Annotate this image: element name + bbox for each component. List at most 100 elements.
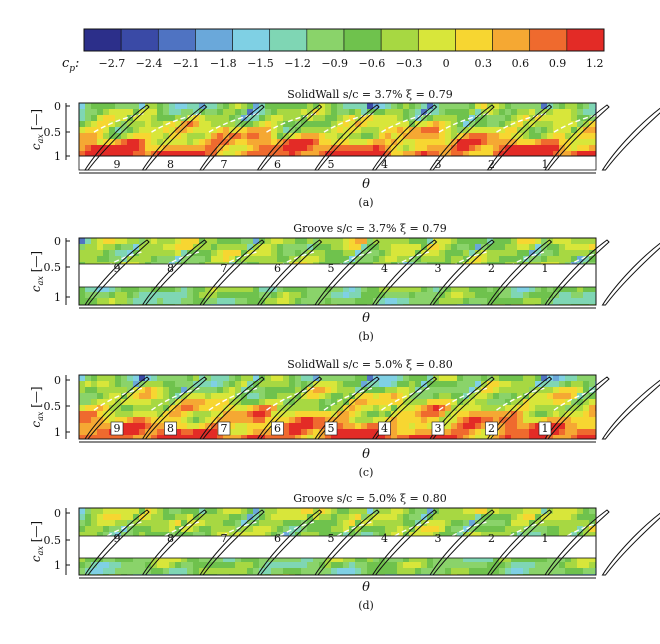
contour-cell bbox=[367, 286, 374, 293]
contour-cell bbox=[445, 127, 452, 134]
contour-cell bbox=[589, 532, 596, 539]
contour-cell bbox=[145, 139, 152, 146]
contour-cell bbox=[535, 411, 542, 418]
contour-cell bbox=[403, 526, 410, 533]
contour-cell bbox=[355, 139, 362, 146]
contour-cell bbox=[277, 151, 284, 156]
contour-cell bbox=[103, 508, 110, 515]
contour-cell bbox=[583, 405, 590, 412]
contour-cell bbox=[565, 109, 572, 116]
colorbar-tick-label: −1.8 bbox=[210, 57, 237, 70]
contour-cell bbox=[265, 417, 272, 424]
contour-cell bbox=[403, 292, 410, 299]
contour-cell bbox=[277, 508, 284, 515]
contour-cell bbox=[349, 103, 356, 110]
y-axis-label: cax [—] bbox=[29, 521, 45, 562]
contour-cell bbox=[409, 244, 416, 251]
contour-cell bbox=[547, 286, 554, 293]
contour-cell bbox=[121, 568, 128, 575]
contour-cell bbox=[361, 393, 368, 400]
contour-cell bbox=[493, 298, 500, 305]
contour-cell bbox=[109, 292, 116, 299]
contour-cell bbox=[283, 514, 290, 521]
contour-cell bbox=[307, 411, 314, 418]
contour-cell bbox=[325, 256, 332, 263]
contour-cell bbox=[547, 256, 554, 263]
colorbar-swatch bbox=[529, 28, 568, 52]
contour-cell bbox=[331, 393, 338, 400]
contour-cell bbox=[445, 514, 452, 521]
contour-cell bbox=[271, 286, 278, 293]
contour-cell bbox=[349, 417, 356, 424]
contour-cell bbox=[289, 423, 296, 430]
contour-cell bbox=[127, 375, 134, 382]
contour-cell bbox=[535, 568, 542, 575]
contour-cell bbox=[529, 417, 536, 424]
contour-cell bbox=[541, 399, 548, 406]
contour-cell bbox=[283, 562, 290, 569]
contour-cell bbox=[193, 508, 200, 515]
contour-cell bbox=[283, 133, 290, 140]
contour-cell bbox=[187, 435, 194, 439]
passage-label: 4 bbox=[381, 262, 388, 275]
contour-cell bbox=[193, 526, 200, 533]
contour-cell bbox=[259, 399, 266, 406]
contour-cell bbox=[151, 508, 158, 515]
contour-cell bbox=[589, 256, 596, 263]
contour-cell bbox=[325, 381, 332, 388]
contour-cell bbox=[445, 411, 452, 418]
contour-cell bbox=[433, 532, 440, 539]
contour-cell bbox=[91, 292, 98, 299]
contour-cell bbox=[325, 393, 332, 400]
blade-profile bbox=[601, 512, 660, 576]
contour-cell bbox=[181, 286, 188, 293]
contour-cell bbox=[409, 139, 416, 146]
contour-cell bbox=[259, 405, 266, 412]
panel-a: SolidWall s/c = 3.7% ξ = 0.79 θ (a) 00.5… bbox=[29, 88, 660, 209]
blade-profile bbox=[141, 104, 208, 171]
contour-cell bbox=[511, 121, 518, 128]
contour-cell bbox=[475, 256, 482, 263]
contour-cell bbox=[559, 411, 566, 418]
contour-cell bbox=[187, 532, 194, 539]
contour-cell bbox=[121, 508, 128, 515]
contour-cell bbox=[415, 532, 422, 539]
contour-cell bbox=[181, 292, 188, 299]
contour-cell bbox=[85, 435, 92, 439]
contour-cell bbox=[205, 292, 212, 299]
contour-cell bbox=[469, 435, 476, 439]
contour-cell bbox=[409, 514, 416, 521]
contour-cell bbox=[289, 429, 296, 436]
contour-cell bbox=[229, 133, 236, 140]
contour-cell bbox=[181, 298, 188, 305]
contour-cell bbox=[139, 411, 146, 418]
contour-cell bbox=[517, 514, 524, 521]
contour-cell bbox=[157, 127, 164, 134]
contour-cell bbox=[577, 250, 584, 257]
contour-cell bbox=[571, 256, 578, 263]
contour-cell bbox=[91, 532, 98, 539]
contour-cell bbox=[175, 292, 182, 299]
contour-cell bbox=[181, 151, 188, 156]
contour-cell bbox=[511, 423, 518, 430]
contour-cell bbox=[145, 411, 152, 418]
contour-cell bbox=[271, 250, 278, 257]
contour-cell bbox=[379, 145, 386, 152]
contour-cell bbox=[271, 375, 278, 382]
contour-cell bbox=[169, 298, 176, 305]
passage-label: 5 bbox=[328, 532, 335, 545]
contour-cell bbox=[229, 250, 236, 257]
contour-cell bbox=[439, 562, 446, 569]
contour-cell bbox=[403, 139, 410, 146]
contour-cell bbox=[181, 103, 188, 110]
contour-cell bbox=[337, 526, 344, 533]
contour-cell bbox=[433, 151, 440, 156]
contour-cell bbox=[289, 514, 296, 521]
contour-cell bbox=[169, 121, 176, 128]
contour-cell bbox=[451, 127, 458, 134]
contour-cell bbox=[511, 399, 518, 406]
contour-cell bbox=[361, 133, 368, 140]
contour-cell bbox=[529, 250, 536, 257]
contour-cell bbox=[343, 151, 350, 156]
contour-cell bbox=[139, 250, 146, 257]
